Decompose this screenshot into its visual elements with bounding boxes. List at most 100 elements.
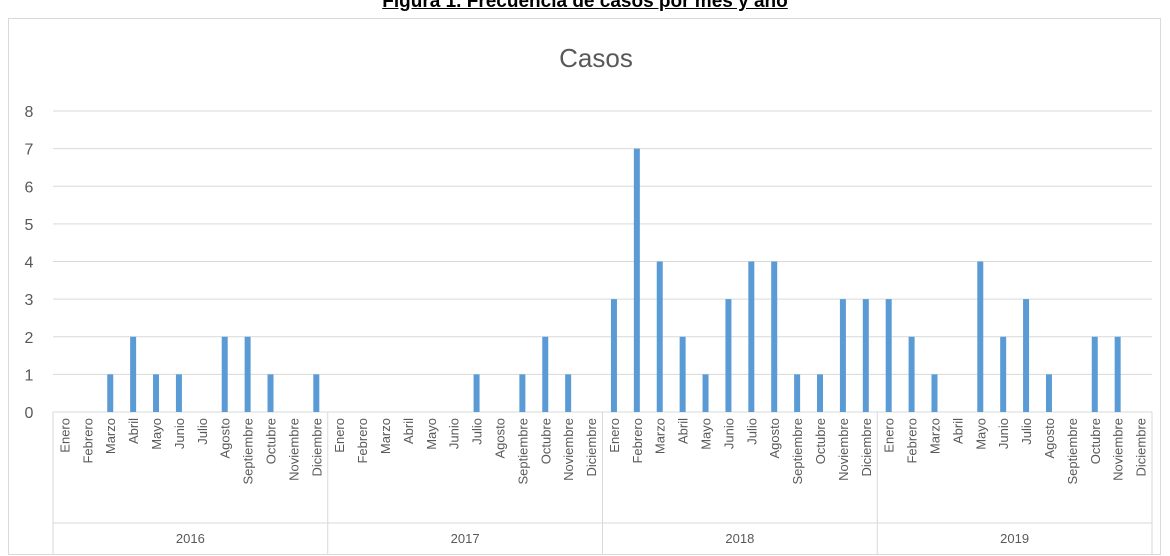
bar	[175, 374, 182, 412]
x-tick-label: Julio	[470, 418, 485, 445]
y-tick-label: 3	[25, 292, 34, 309]
x-tick-label: Septiembre	[241, 418, 256, 484]
x-tick-label: Enero	[332, 418, 347, 453]
bar	[885, 299, 892, 412]
bar	[107, 374, 114, 412]
x-tick-label: Junio	[172, 418, 187, 449]
x-tick-label: Septiembre	[1065, 418, 1080, 484]
x-tick-label: Enero	[607, 418, 622, 453]
x-tick-label: Marzo	[103, 418, 118, 454]
bars	[107, 148, 1121, 412]
bar	[725, 299, 732, 412]
x-tick-label: Noviembre	[286, 418, 301, 481]
bar	[519, 374, 526, 412]
y-tick-label: 2	[25, 330, 34, 347]
y-tick-label: 0	[25, 405, 34, 422]
y-tick-label: 1	[25, 367, 34, 384]
x-tick-label: Marzo	[927, 418, 942, 454]
y-tick-label: 4	[25, 255, 34, 272]
y-tick-label: 8	[25, 104, 34, 121]
group-label: 2016	[176, 531, 205, 546]
x-tick-label: Agosto	[218, 418, 233, 458]
x-tick-label: Diciembre	[1134, 418, 1149, 477]
x-tick-label: Octubre	[813, 418, 828, 464]
bar	[542, 336, 549, 412]
x-tick-label: Mayo	[973, 418, 988, 450]
bar	[633, 148, 640, 412]
x-tick-label: Mayo	[699, 418, 714, 450]
bar	[1000, 336, 1007, 412]
x-tick-label: Julio	[744, 418, 759, 445]
x-tick-label: Noviembre	[1111, 418, 1126, 481]
y-tick-label: 6	[25, 179, 34, 196]
x-tick-label: Octubre	[264, 418, 279, 464]
x-tick-label: Diciembre	[859, 418, 874, 477]
x-tick-label: Marzo	[378, 418, 393, 454]
x-tick-label: Septiembre	[790, 418, 805, 484]
bar	[908, 336, 915, 412]
bar	[153, 374, 160, 412]
bar	[565, 374, 572, 412]
bar	[748, 261, 755, 412]
x-tick-label: Julio	[1019, 418, 1034, 445]
bar	[1023, 299, 1030, 412]
bar	[794, 374, 801, 412]
x-tick-label: Mayo	[149, 418, 164, 450]
bar	[1114, 336, 1121, 412]
x-tick-label: Julio	[195, 418, 210, 445]
bar-chart: 0 1 2 3 4 5 6 7 8 Enero Febrero Marzo Abril Mayo Junio…	[25, 43, 1153, 554]
bar	[977, 261, 984, 412]
x-tick-label: Junio	[447, 418, 462, 449]
bar	[610, 299, 617, 412]
x-tick-label: Mayo	[424, 418, 439, 450]
bar	[1091, 336, 1098, 412]
x-tick-label: Febrero	[80, 418, 95, 464]
x-tick-label: Enero	[57, 418, 72, 453]
bar	[267, 374, 274, 412]
bar	[313, 374, 320, 412]
x-tick-label: Agosto	[1042, 418, 1057, 458]
x-tick-label: Diciembre	[584, 418, 599, 477]
group-label: 2019	[1000, 531, 1029, 546]
x-tick-label: Febrero	[905, 418, 920, 464]
group-label: 2018	[725, 531, 754, 546]
bar	[817, 374, 824, 412]
axes	[52, 412, 1153, 554]
gridlines	[53, 110, 1152, 413]
x-tick-label: Diciembre	[309, 418, 324, 477]
bar	[839, 299, 846, 412]
x-tick-label: Marzo	[653, 418, 668, 454]
bar	[130, 336, 137, 412]
x-tick-label: Noviembre	[836, 418, 851, 481]
group-label: 2017	[451, 531, 480, 546]
x-tick-label: Abril	[676, 418, 691, 444]
bar	[244, 336, 251, 412]
x-tick-label: Agosto	[492, 418, 507, 458]
chart-area: 0 1 2 3 4 5 6 7 8 Enero Febrero Marzo Abril Mayo Junio…	[8, 18, 1161, 555]
y-tick-label: 5	[25, 217, 34, 234]
bar	[473, 374, 480, 412]
bar	[931, 374, 938, 412]
y-tick-label: 7	[25, 142, 34, 159]
x-tick-label: Septiembre	[515, 418, 530, 484]
bar	[702, 374, 709, 412]
bar	[862, 299, 869, 412]
x-tick-label: Abril	[950, 418, 965, 444]
x-tick-label: Junio	[721, 418, 736, 449]
x-tick-label: Abril	[126, 418, 141, 444]
bar	[1045, 374, 1052, 412]
bar	[679, 336, 686, 412]
x-tick-label: Octubre	[1088, 418, 1103, 464]
x-tick-label: Abril	[401, 418, 416, 444]
bar	[771, 261, 778, 412]
x-tick-label: Octubre	[538, 418, 553, 464]
labels: 0 1 2 3 4 5 6 7 8 Enero Febrero Marzo Abril Mayo Junio…	[25, 104, 1149, 546]
x-tick-label: Febrero	[630, 418, 645, 464]
chart-title: Casos	[559, 43, 633, 73]
x-tick-label: Enero	[882, 418, 897, 453]
x-tick-label: Febrero	[355, 418, 370, 464]
bar	[656, 261, 663, 412]
x-tick-label: Noviembre	[561, 418, 576, 481]
x-tick-label: Junio	[996, 418, 1011, 449]
bar	[221, 336, 228, 412]
